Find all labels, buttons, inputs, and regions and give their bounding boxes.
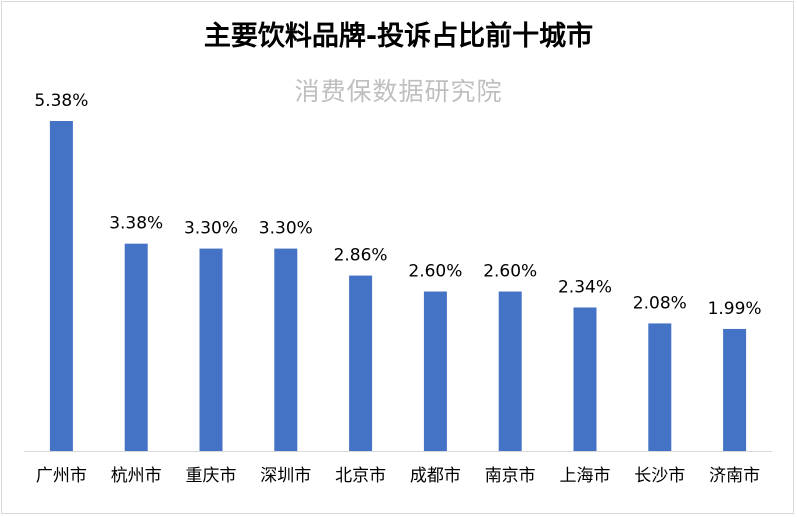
bar-7 xyxy=(573,307,597,451)
data-label-3: 3.30% xyxy=(259,219,313,239)
bar-3 xyxy=(274,248,298,451)
data-label-6: 2.60% xyxy=(483,262,537,282)
x-tick-label-4: 北京市 xyxy=(335,466,386,486)
bar-6 xyxy=(498,291,522,451)
bar-8 xyxy=(648,323,672,451)
chart-title: 主要饮料品牌-投诉占比前十城市 xyxy=(203,21,594,52)
data-label-1: 3.38% xyxy=(109,214,163,234)
data-label-5: 2.60% xyxy=(408,262,462,282)
data-labels-group: 5.38% 3.38% 3.30% 3.30% 2.86% 2.60% 2.60% 2.34%… xyxy=(34,91,761,319)
data-label-7: 2.34% xyxy=(558,277,612,297)
bar-1 xyxy=(124,243,148,451)
bar-9 xyxy=(723,328,747,451)
data-label-9: 1.99% xyxy=(708,299,762,319)
data-label-4: 2.86% xyxy=(334,246,388,266)
x-tick-label-9: 济南市 xyxy=(709,466,760,486)
bars-group xyxy=(49,121,747,451)
x-tick-label-1: 杭州市 xyxy=(111,466,162,486)
chart-subtitle: 消费保数据研究院 xyxy=(294,77,503,106)
bar-2 xyxy=(199,248,223,451)
data-label-2: 3.30% xyxy=(184,219,238,239)
x-tick-label-2: 重庆市 xyxy=(186,466,237,486)
x-tick-label-7: 上海市 xyxy=(560,466,611,486)
data-label-8: 2.08% xyxy=(633,293,687,313)
bar-4 xyxy=(349,275,373,451)
x-tick-label-0: 广州市 xyxy=(36,466,87,486)
bar-5 xyxy=(423,291,447,451)
x-tick-labels-group: 广州市 杭州市 重庆市 深圳市 北京市 成都市 南京市 上海市 长沙市 济南市 xyxy=(36,466,760,486)
x-tick-label-5: 成都市 xyxy=(410,466,461,486)
data-label-0: 5.38% xyxy=(34,91,88,111)
x-tick-label-8: 长沙市 xyxy=(634,466,685,486)
x-tick-label-6: 南京市 xyxy=(485,466,536,486)
x-tick-label-3: 深圳市 xyxy=(260,466,311,486)
bar-0 xyxy=(49,121,73,451)
